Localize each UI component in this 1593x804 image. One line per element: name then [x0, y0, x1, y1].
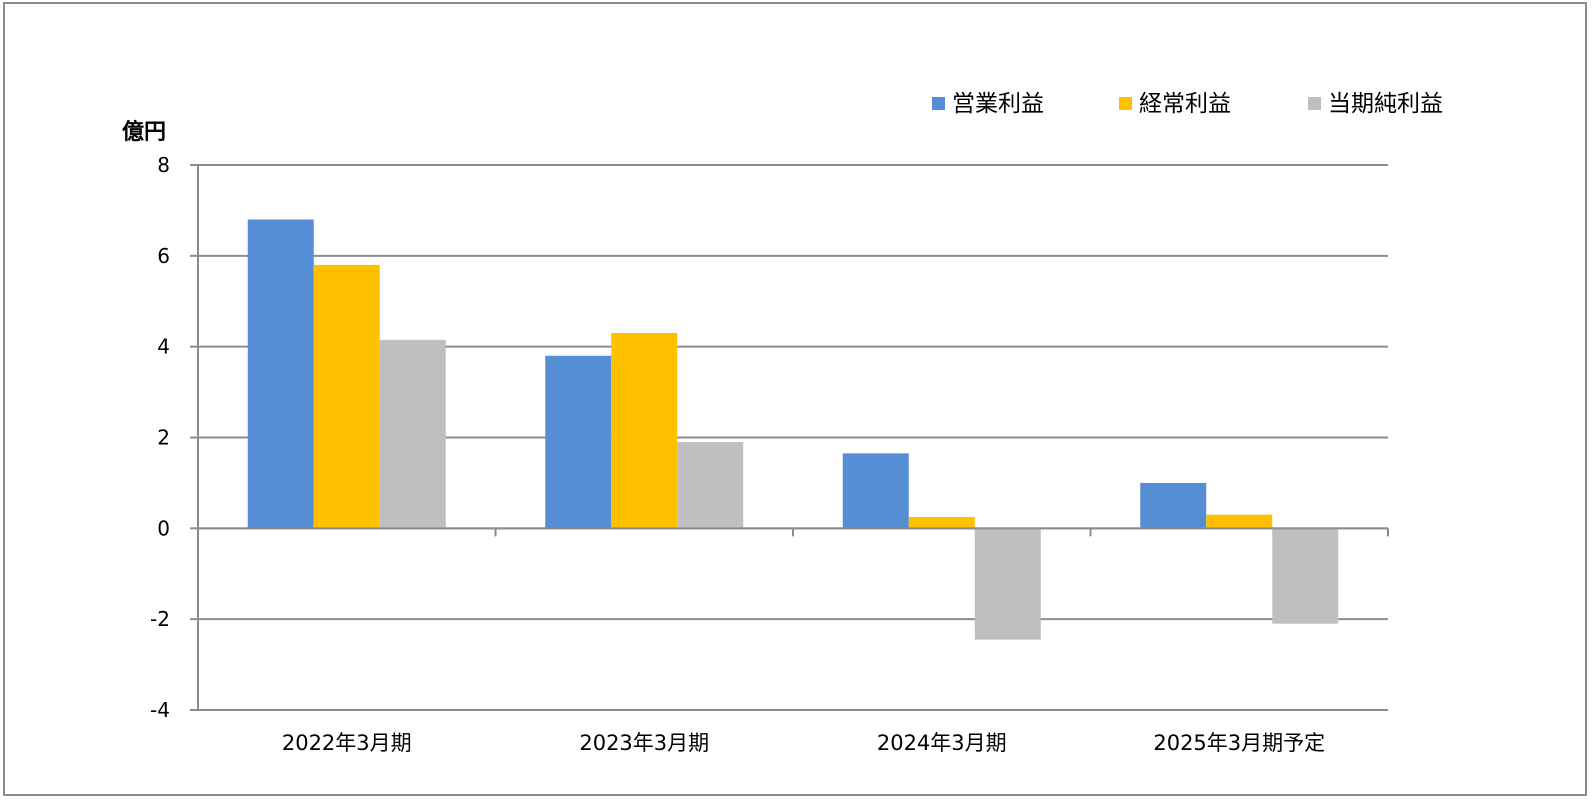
axes	[197, 165, 1389, 710]
legend: 営業利益 経常利益 当期純利益	[932, 91, 1443, 117]
legend-label: 営業利益	[952, 91, 1044, 117]
bar-3-1	[379, 339, 446, 529]
bar-1-2	[545, 355, 612, 529]
bar-1-3	[842, 453, 909, 529]
legend-swatch	[1119, 97, 1132, 110]
bar-2-4	[1206, 514, 1273, 529]
bar-2-2	[611, 333, 678, 529]
y-tick-label: 8	[157, 153, 170, 177]
legend-label: 経常利益	[1139, 91, 1231, 117]
y-tick-label: 4	[157, 335, 170, 359]
legend-label: 当期純利益	[1328, 91, 1443, 117]
x-tick-label: 2025年3月期予定	[1153, 731, 1325, 755]
bar-2-1	[313, 264, 380, 529]
y-tick-label: -4	[150, 698, 170, 722]
y-tick-labels: 8 6 4 2 0 -2 -4	[150, 153, 170, 722]
y-tick-label: 6	[157, 244, 170, 268]
bar-3-3	[974, 528, 1041, 640]
bar-1-1	[247, 219, 314, 529]
y-axis-unit-label: 億円	[122, 119, 166, 145]
x-tick-label: 2022年3月期	[282, 731, 412, 755]
bars	[247, 219, 1339, 640]
y-tick-label: 2	[157, 426, 170, 450]
x-tick-label: 2023年3月期	[579, 731, 709, 755]
y-tick-label: 0	[157, 516, 170, 540]
bar-1-4	[1140, 482, 1207, 529]
bar-3-4	[1272, 528, 1339, 624]
x-tick-label: 2024年3月期	[877, 731, 1007, 755]
x-tick-labels: 2022年3月期 2023年3月期 2024年3月期 2025年3月期予定	[282, 731, 1325, 755]
bar-2-3	[908, 516, 975, 529]
bar-3-2	[677, 442, 744, 529]
y-tick-label: -2	[150, 607, 170, 631]
legend-swatch	[932, 97, 945, 110]
legend-swatch	[1308, 97, 1321, 110]
